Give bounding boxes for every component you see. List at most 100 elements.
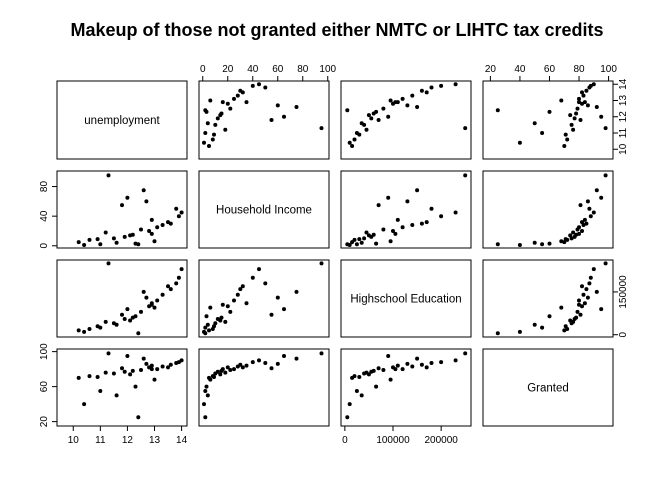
point-0-3-27 <box>495 108 500 113</box>
point-3-0-16 <box>144 361 149 366</box>
point-2-0-22 <box>174 281 179 286</box>
point-3-1-29 <box>220 367 225 372</box>
point-1-3-25 <box>599 195 604 200</box>
tick-label-bottom-2-1: 100000 <box>376 435 410 446</box>
point-3-0-5 <box>87 374 92 379</box>
point-2-0-8 <box>176 275 181 280</box>
panel-0-2 <box>340 80 472 160</box>
point-1-0-0 <box>147 229 152 233</box>
point-3-2-12 <box>410 364 415 369</box>
point-2-3-27 <box>495 331 500 336</box>
tick-label-right-0-3: 13 <box>618 95 629 107</box>
point-1-0-18 <box>152 239 157 244</box>
point-3-1-7 <box>215 369 220 374</box>
point-0-2-4 <box>419 88 424 93</box>
point-1-3-29 <box>577 231 581 236</box>
point-2-1-10 <box>228 309 233 314</box>
point-3-2-29 <box>393 367 398 372</box>
panel-3-1 <box>198 348 330 427</box>
point-3-1-18 <box>208 377 213 382</box>
point-2-3-28 <box>603 261 608 266</box>
point-1-2-27 <box>345 242 350 247</box>
point-0-2-29 <box>393 100 398 105</box>
point-1-2-6 <box>395 217 400 222</box>
point-1-0-26 <box>166 220 170 225</box>
tick-label-top-3-1: 40 <box>514 64 526 75</box>
tick-label-top-1-5: 100 <box>319 64 336 75</box>
panel-3-2 <box>340 348 472 427</box>
tick-label-right-2-1: 150000 <box>618 275 629 309</box>
point-2-1-13 <box>218 318 223 323</box>
point-2-3-12 <box>581 292 586 297</box>
point-3-2-20 <box>354 389 359 393</box>
point-0-1-23 <box>202 140 206 145</box>
point-0-3-29 <box>577 100 581 105</box>
panel-0-3 <box>482 80 614 160</box>
tick-label-top-3-3: 80 <box>573 64 585 75</box>
point-0-1-3 <box>213 122 218 127</box>
points-1-2 <box>345 173 468 247</box>
point-3-0-2 <box>130 368 135 373</box>
point-1-0-9 <box>76 240 81 245</box>
point-1-0-28 <box>106 173 111 178</box>
point-0-1-1 <box>232 96 236 101</box>
point-3-1-28 <box>319 351 324 356</box>
point-2-1-24 <box>205 322 210 327</box>
points-1-0 <box>76 173 184 247</box>
point-3-2-7 <box>369 369 374 374</box>
point-3-2-6 <box>395 363 400 368</box>
tick-label-left-3-0: 20 <box>39 416 50 428</box>
point-1-3-15 <box>591 210 596 215</box>
point-3-2-8 <box>439 360 444 365</box>
point-3-1-21 <box>294 356 299 361</box>
point-0-2-17 <box>376 118 381 122</box>
point-2-1-20 <box>203 325 208 330</box>
point-0-2-21 <box>415 105 420 109</box>
point-2-1-9 <box>207 328 211 333</box>
point-0-2-28 <box>463 126 468 131</box>
point-2-3-4 <box>584 287 589 292</box>
point-2-0-4 <box>168 287 173 292</box>
tick-label-top-3-2: 60 <box>544 64 556 75</box>
points-3-2 <box>345 351 468 420</box>
tick-label-left-1-0: 0 <box>39 243 50 249</box>
point-1-2-8 <box>439 214 444 219</box>
point-2-1-0 <box>225 304 230 309</box>
panel-2-3 <box>482 259 614 338</box>
point-3-1-0 <box>225 365 230 370</box>
point-0-1-15 <box>257 82 261 87</box>
tick-label-left-3-1: 60 <box>39 381 50 393</box>
point-2-0-20 <box>98 325 103 330</box>
point-1-2-20 <box>354 242 359 247</box>
point-2-0-23 <box>82 329 87 334</box>
point-1-0-20 <box>98 242 103 247</box>
point-0-1-24 <box>205 121 210 126</box>
point-0-1-20 <box>203 131 208 135</box>
point-0-1-12 <box>235 93 240 98</box>
point-1-3-26 <box>580 220 584 225</box>
points-2-1 <box>202 261 324 336</box>
tick-label-right-2-0: 0 <box>618 331 629 337</box>
point-0-1-17 <box>269 118 274 122</box>
point-1-0-29 <box>149 231 154 236</box>
point-0-1-6 <box>244 100 249 105</box>
point-3-0-14 <box>95 375 100 379</box>
point-2-1-25 <box>282 307 286 312</box>
point-2-1-17 <box>269 312 274 317</box>
point-3-1-14 <box>212 375 216 379</box>
point-3-1-24 <box>205 393 210 398</box>
point-2-0-27 <box>136 331 141 336</box>
point-3-1-26 <box>240 365 245 370</box>
point-0-1-16 <box>275 103 280 108</box>
point-0-2-9 <box>350 144 355 148</box>
points-1-3 <box>495 173 608 247</box>
point-2-1-22 <box>263 281 268 286</box>
point-2-0-29 <box>149 302 154 307</box>
point-2-3-1 <box>577 298 581 303</box>
point-0-2-5 <box>352 137 357 142</box>
panel-3-0 <box>56 348 188 427</box>
point-3-0-18 <box>152 377 157 382</box>
point-2-3-21 <box>594 289 599 294</box>
panel-1-1 <box>198 170 330 249</box>
point-3-0-3 <box>111 371 116 376</box>
